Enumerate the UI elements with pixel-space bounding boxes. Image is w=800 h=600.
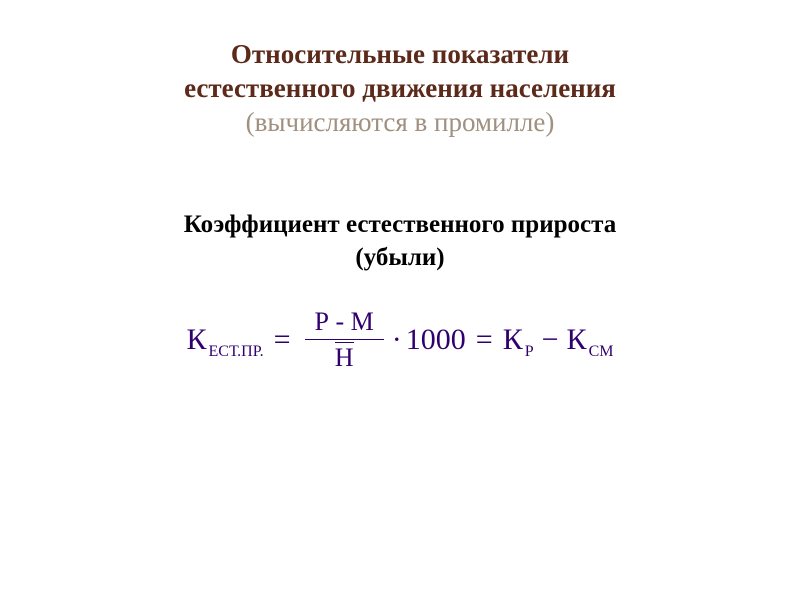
k3-subscript: СМ [589, 343, 614, 361]
subtitle-line-1: Коэффициент естественного прироста [40, 209, 760, 242]
coef-birth: К Р [503, 323, 534, 357]
coef-natural-increase: К ЕСТ.ПР. [187, 323, 264, 357]
mean-population: Н [335, 342, 354, 373]
subtitle-line-2: (убыли) [40, 242, 760, 275]
k3-letter: К [567, 323, 587, 357]
k2-letter: К [503, 323, 523, 357]
slide-title-block: Относительные показатели естественного д… [40, 38, 760, 139]
formula: К ЕСТ.ПР. = Р - М Н · 1000 = К Р − К СМ [40, 308, 760, 372]
equals-2: = [476, 323, 493, 357]
k2-subscript: Р [525, 343, 534, 361]
fraction-numerator: Р - М [305, 308, 384, 340]
title-sub: (вычисляются в промилле) [40, 106, 760, 140]
fraction-denominator: Н [325, 340, 364, 373]
title-line-1: Относительные показатели [40, 38, 760, 72]
k-letter: К [187, 323, 207, 357]
minus-sign: − [542, 323, 559, 357]
thousand: 1000 [406, 323, 466, 357]
equals-1: = [274, 323, 291, 357]
k-subscript-main: ЕСТ.ПР. [209, 343, 264, 361]
subtitle-block: Коэффициент естественного прироста (убыл… [40, 209, 760, 274]
fraction: Р - М Н [305, 308, 384, 372]
title-line-2: естественного движения населения [40, 72, 760, 106]
coef-death: К СМ [567, 323, 614, 357]
slide: Относительные показатели естественного д… [0, 0, 800, 600]
multiply-dot: · [392, 323, 402, 357]
denominator-symbol: Н [335, 343, 354, 372]
